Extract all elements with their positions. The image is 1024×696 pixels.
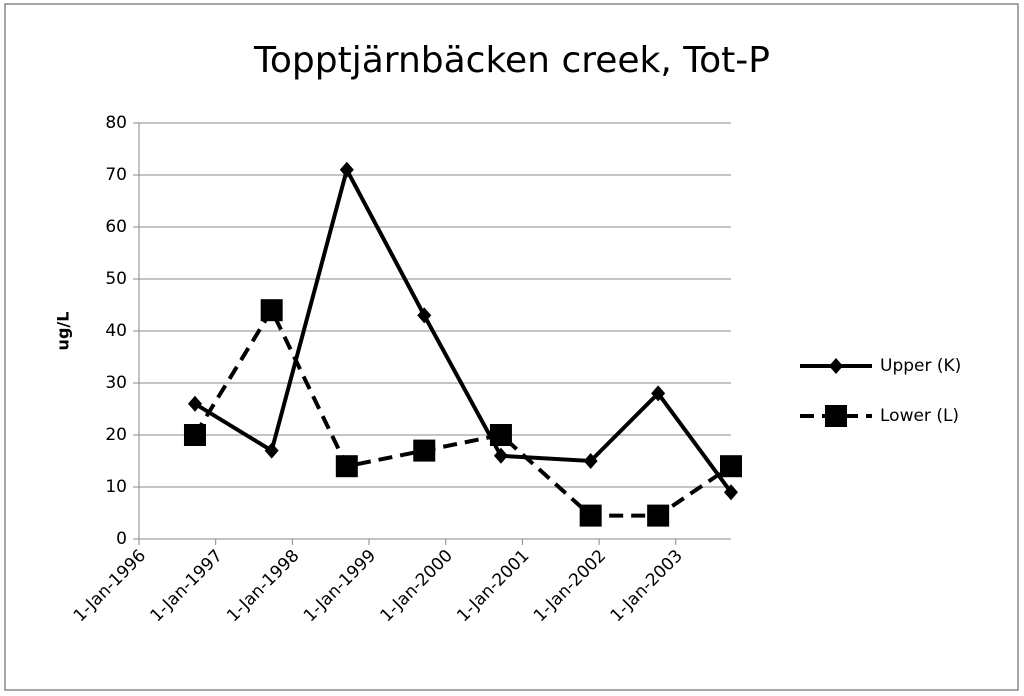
chart-title: Topptjärnbäcken creek, Tot-P <box>253 40 770 81</box>
marker <box>829 358 843 374</box>
marker <box>651 385 666 402</box>
series-line <box>193 164 733 494</box>
marker <box>260 299 283 322</box>
marker <box>489 424 512 446</box>
marker <box>183 424 206 446</box>
legend-label: Upper (K) <box>880 356 961 376</box>
marker <box>583 453 598 469</box>
chart-border <box>4 3 1019 691</box>
y-tick-label: 60 <box>105 217 127 237</box>
y-tick-label: 70 <box>105 165 127 185</box>
legend-label: Lower (L) <box>880 406 959 426</box>
marker <box>339 161 354 178</box>
marker <box>724 484 738 501</box>
marker <box>493 447 508 464</box>
marker <box>335 455 358 478</box>
marker <box>579 504 602 527</box>
marker <box>720 455 742 478</box>
marker <box>264 442 279 459</box>
y-tick-label: 50 <box>105 269 127 289</box>
y-tick-label: 40 <box>105 321 127 341</box>
marker <box>417 307 432 324</box>
y-tick-label: 10 <box>105 477 127 497</box>
y-axis-label: ug/L <box>54 312 73 351</box>
marker <box>187 395 202 412</box>
y-tick-label: 20 <box>105 425 127 445</box>
y-tick-label: 30 <box>105 373 127 393</box>
marker <box>825 405 847 427</box>
marker <box>413 439 436 462</box>
y-tick-label: 0 <box>116 529 127 549</box>
marker <box>647 504 670 527</box>
y-tick-label: 80 <box>105 113 127 133</box>
